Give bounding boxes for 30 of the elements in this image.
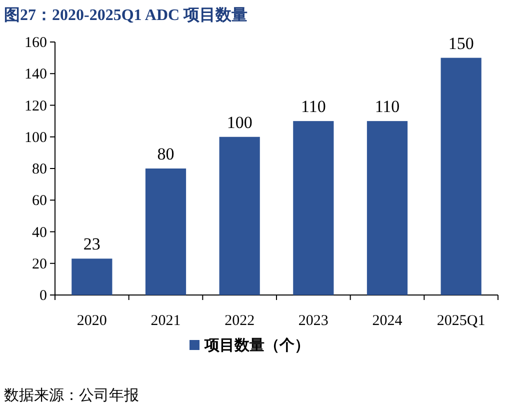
y-tick-label: 60 [32, 193, 47, 210]
y-tick-label: 20 [32, 256, 47, 272]
bar [219, 136, 260, 295]
bar [440, 58, 482, 295]
y-tick-label: 40 [32, 224, 47, 241]
x-tick-label: 2024 [372, 313, 403, 329]
x-tick-label: 2023 [298, 313, 328, 329]
y-tick-label: 0 [40, 288, 47, 304]
x-tick-label: 2020 [76, 313, 107, 329]
bar [366, 121, 408, 295]
chart-title: 图27：2020-2025Q1 ADC 项目数量 [4, 6, 248, 24]
y-tick-label: 160 [24, 35, 47, 51]
data-label: 110 [300, 97, 326, 116]
bar [72, 258, 112, 295]
legend-label: 项目数量（个） [204, 337, 310, 354]
data-label: 110 [374, 97, 400, 116]
y-tick-label: 100 [24, 130, 47, 146]
data-label: 80 [157, 144, 174, 164]
x-tick-label: 2025Q1 [436, 313, 486, 329]
y-tick-label: 140 [24, 66, 47, 83]
bar [293, 121, 334, 295]
data-label: 100 [226, 112, 252, 132]
bar [145, 168, 186, 295]
x-tick-label: 2022 [224, 313, 255, 329]
x-tick-label: 2021 [150, 313, 181, 329]
y-tick-label: 120 [24, 98, 47, 114]
data-label: 150 [448, 34, 474, 53]
data-label: 23 [83, 234, 100, 254]
y-tick-label: 80 [32, 162, 47, 178]
source-note: 数据来源：公司年报 [4, 387, 139, 404]
